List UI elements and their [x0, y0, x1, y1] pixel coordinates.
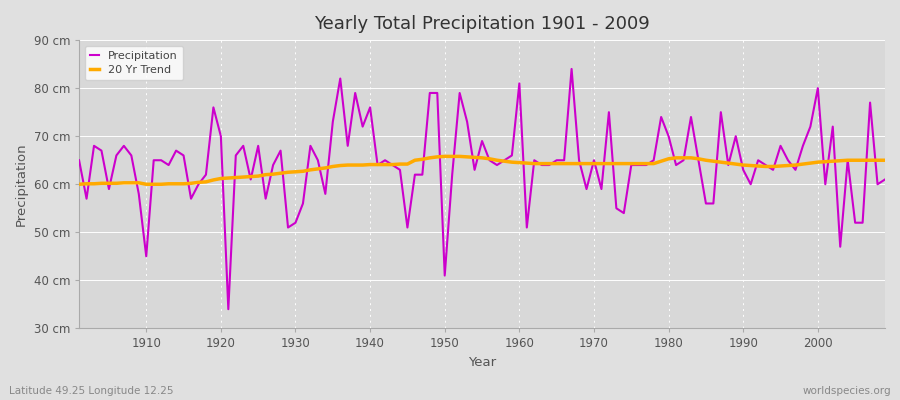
20 Yr Trend — [298, 169, 309, 174]
Precipitation — [879, 177, 890, 182]
Precipitation — [305, 144, 316, 148]
Text: worldspecies.org: worldspecies.org — [803, 386, 891, 396]
Precipitation — [514, 81, 525, 86]
Precipitation — [618, 211, 629, 216]
20 Yr Trend — [133, 180, 144, 185]
Line: Precipitation: Precipitation — [79, 69, 885, 309]
Line: 20 Yr Trend: 20 Yr Trend — [79, 156, 885, 184]
X-axis label: Year: Year — [468, 356, 496, 369]
20 Yr Trend — [514, 160, 525, 165]
Legend: Precipitation, 20 Yr Trend: Precipitation, 20 Yr Trend — [85, 46, 184, 80]
20 Yr Trend — [439, 154, 450, 159]
20 Yr Trend — [879, 158, 890, 163]
Text: Latitude 49.25 Longitude 12.25: Latitude 49.25 Longitude 12.25 — [9, 386, 174, 396]
Precipitation — [223, 307, 234, 312]
Y-axis label: Precipitation: Precipitation — [15, 142, 28, 226]
Precipitation — [566, 66, 577, 71]
Title: Yearly Total Precipitation 1901 - 2009: Yearly Total Precipitation 1901 - 2009 — [314, 15, 650, 33]
20 Yr Trend — [74, 182, 85, 187]
20 Yr Trend — [611, 161, 622, 166]
20 Yr Trend — [342, 163, 353, 168]
Precipitation — [74, 158, 85, 163]
Precipitation — [133, 192, 144, 196]
20 Yr Trend — [521, 161, 532, 166]
Precipitation — [521, 225, 532, 230]
Precipitation — [350, 90, 361, 95]
